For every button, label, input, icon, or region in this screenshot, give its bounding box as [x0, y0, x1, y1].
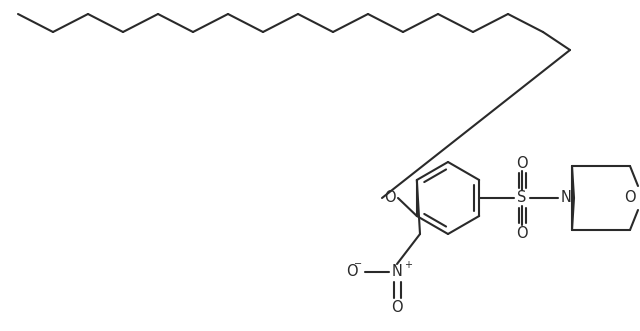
- Text: O: O: [516, 225, 528, 241]
- Text: +: +: [404, 260, 412, 270]
- Text: O: O: [391, 301, 403, 315]
- Text: N: N: [392, 264, 403, 279]
- Text: N: N: [561, 191, 572, 206]
- Text: −: −: [354, 259, 362, 269]
- Text: O: O: [384, 191, 396, 206]
- Text: S: S: [517, 191, 527, 206]
- Text: O: O: [346, 264, 358, 279]
- Text: O: O: [516, 156, 528, 170]
- Text: O: O: [624, 191, 636, 206]
